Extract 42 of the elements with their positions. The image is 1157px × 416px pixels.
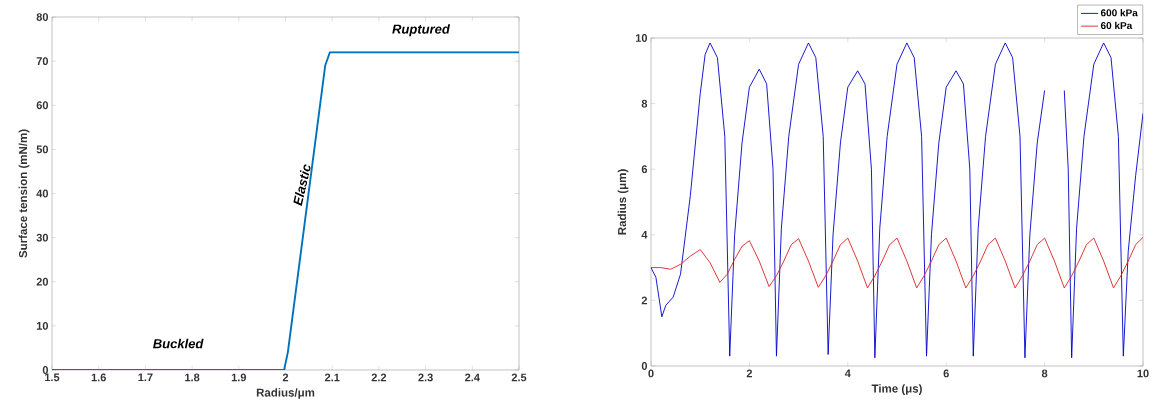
- y-tick-label: 8: [641, 99, 648, 108]
- x-tick-label: 2: [282, 373, 289, 382]
- x-axis-title: Time (μs): [871, 384, 922, 395]
- x-tick-label: 2.1: [324, 373, 340, 382]
- y-tick-label: 70: [36, 57, 49, 66]
- x-tick-label: 0: [648, 369, 654, 378]
- x-tick-label: 1.6: [91, 373, 106, 382]
- x-tick-label: 2: [746, 369, 753, 378]
- x-tick-label: 10: [1137, 369, 1149, 378]
- y-tick-label: 20: [36, 277, 49, 286]
- y-tick-label: 80: [36, 13, 49, 21]
- y-axis-title: Surface tension (mN/m): [18, 129, 30, 258]
- legend-label: 600 kPa: [1100, 9, 1138, 17]
- x-axis-title: Radius/μm: [256, 388, 315, 399]
- line-series: [52, 51, 519, 370]
- y-tick-label: 6: [641, 165, 648, 174]
- x-tick-label: 6: [943, 369, 949, 378]
- x-tick-label: 1.9: [231, 373, 247, 382]
- x-tick-label: 4: [844, 369, 851, 378]
- annotation: Buckled: [153, 338, 204, 349]
- x-tick-label: 2.3: [418, 373, 433, 382]
- x-tick-label: 2.2: [371, 373, 387, 382]
- y-tick-label: 10: [635, 34, 648, 42]
- x-tick-label: 2.4: [465, 373, 480, 382]
- x-tick-label: 1.7: [138, 373, 153, 382]
- annotation: Elastic: [293, 164, 311, 206]
- y-tick-label: 4: [641, 231, 648, 239]
- y-axis-title: Radius (μm): [617, 169, 629, 235]
- y-tick-label: 40: [36, 189, 49, 198]
- y-tick-label: 10: [36, 321, 49, 330]
- x-tick-label: 1.8: [185, 373, 200, 382]
- y-tick-label: 30: [36, 233, 49, 242]
- line-series: [651, 236, 1144, 289]
- legend-label: 60 kPa: [1100, 21, 1133, 30]
- x-tick-label: 8: [1041, 369, 1048, 378]
- y-tick-label: 2: [641, 296, 648, 305]
- y-tick-label: 50: [36, 145, 49, 154]
- y-tick-label: 60: [36, 101, 49, 110]
- x-tick-label: 2.5: [511, 373, 527, 382]
- annotation: Ruptured: [392, 24, 451, 37]
- y-tick-label: 0: [641, 362, 648, 370]
- x-tick-label: 1.5: [45, 373, 60, 382]
